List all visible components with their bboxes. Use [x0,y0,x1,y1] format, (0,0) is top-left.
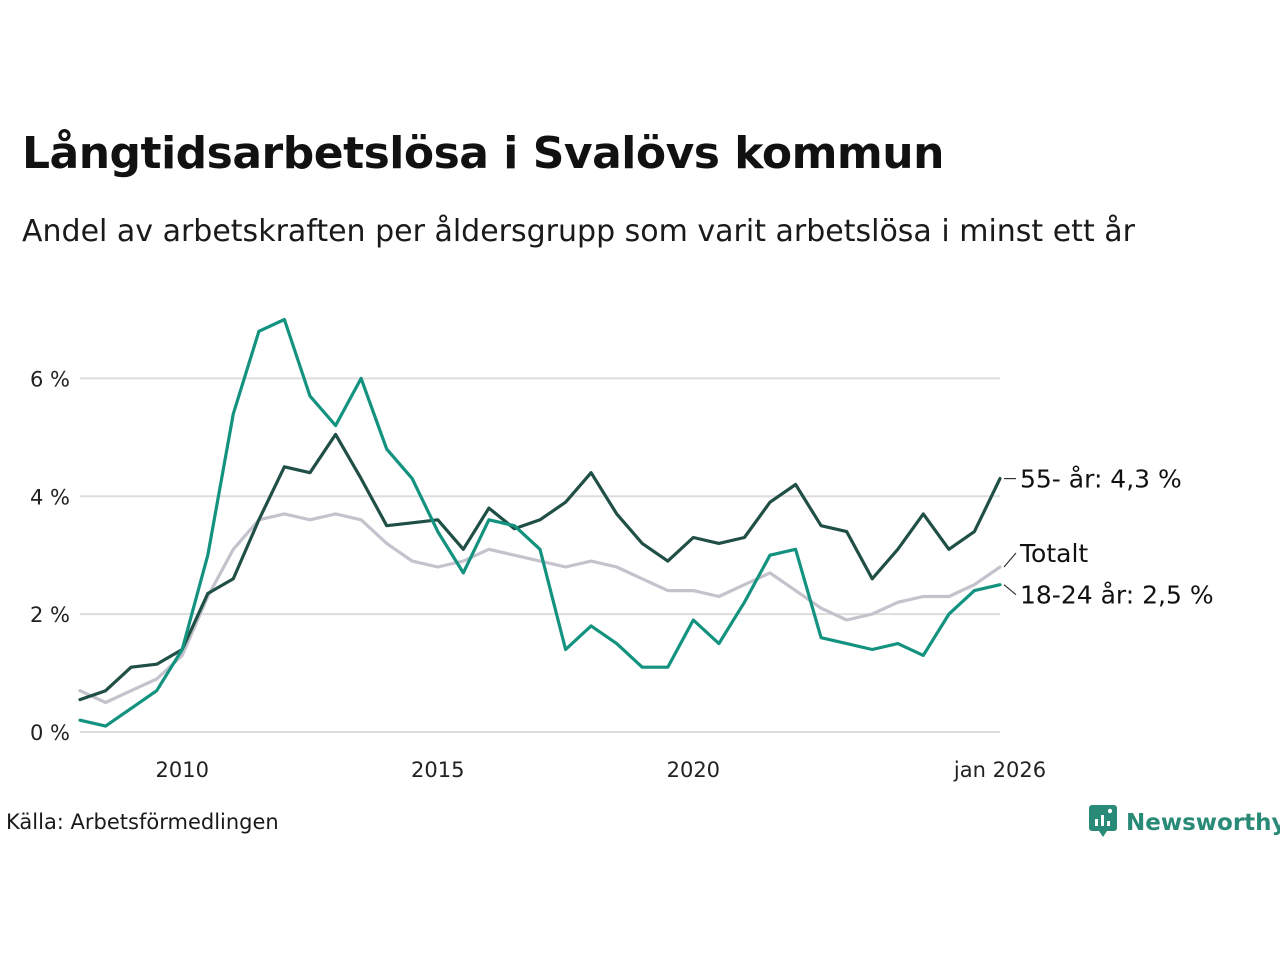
label-leader [1003,584,1017,596]
y-tick-label: 2 % [30,603,70,627]
series-end-label: Totalt [1019,539,1088,568]
brand-name: Newsworthy [1126,810,1280,836]
y-tick-label: 6 % [30,367,70,391]
x-tick-label: 2015 [411,758,464,782]
brand: Newsworthy [1088,804,1280,842]
series-end-label: 55- år: 4,3 % [1020,465,1182,494]
y-tick-label: 0 % [30,721,70,745]
source-note: Källa: Arbetsförmedlingen [6,810,279,834]
series-line-55-r [78,432,1002,702]
series-end-labels: Totalt 55- år: 4,3 % 18-24 år: 2,5 % [1003,465,1214,610]
series-line-18-24-r [78,317,1002,728]
x-tick-label: 2020 [667,758,720,782]
chart-title: Långtidsarbetslösa i Svalövs kommun [22,128,944,179]
chart-subtitle: Andel av arbetskraften per åldersgrupp s… [22,214,1135,249]
series-lines [78,317,1002,728]
newsworthy-logo-icon [1088,804,1118,842]
series-end-label: 18-24 år: 2,5 % [1020,581,1214,610]
y-tick-label: 4 % [30,485,70,509]
x-tick-label: jan 2026 [953,758,1046,782]
label-leader [1003,552,1017,568]
y-axis-ticks: 0 % 2 % 4 % 6 % [30,367,70,745]
series-line-totalt [78,512,1002,705]
gridlines [80,377,1000,733]
x-tick-label: 2010 [155,758,208,782]
x-axis-ticks: 2010 2015 2020 jan 2026 [155,758,1046,782]
